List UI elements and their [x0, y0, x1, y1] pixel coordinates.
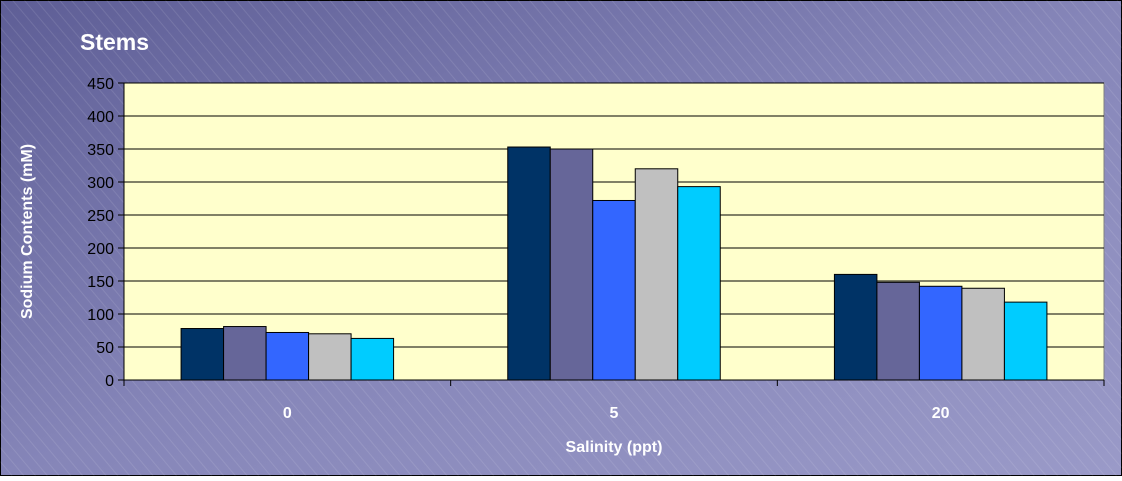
bar-20-series-4 — [961, 287, 1005, 381]
bars — [180, 146, 1048, 381]
bar-0-series-5 — [350, 337, 395, 381]
bar-0-series-3 — [265, 331, 310, 381]
bar-5-series-5 — [677, 186, 721, 381]
bar-5-series-4 — [634, 168, 679, 381]
bar-0-series-2 — [223, 326, 267, 381]
y-tick-label-6: 300 — [87, 175, 114, 192]
y-tick-label-0: 0 — [105, 373, 114, 390]
x-tick-label-2: 20 — [932, 405, 950, 422]
bar-5-series-1 — [507, 146, 551, 381]
y-tick-label-1: 50 — [96, 340, 114, 357]
x-tick-label-0: 0 — [283, 405, 292, 422]
bar-0-series-1 — [180, 328, 225, 381]
bar-5-series-2 — [549, 148, 594, 381]
bar-20-series-1 — [833, 273, 878, 381]
bar-0-series-4 — [308, 333, 352, 381]
bar-20-series-5 — [1003, 301, 1048, 381]
y-tick-label-9: 450 — [87, 76, 114, 93]
y-tick-label-7: 350 — [87, 142, 114, 159]
y-tick-labels: 0 50 100 150 200 250 300 350 400 450 — [87, 76, 114, 390]
x-axis-label: Salinity (ppt) — [566, 439, 663, 456]
x-tick-labels: 0 5 20 — [283, 405, 950, 422]
y-tick-label-4: 200 — [87, 241, 114, 258]
y-tick-label-5: 250 — [87, 208, 114, 225]
chart-title: Stems — [80, 29, 149, 55]
y-tick-label-2: 100 — [87, 307, 114, 324]
x-tick-label-1: 5 — [610, 405, 619, 422]
y-tick-label-8: 400 — [87, 109, 114, 126]
bar-20-series-3 — [918, 285, 963, 381]
axes — [118, 82, 1105, 386]
y-tick-label-3: 150 — [87, 274, 114, 291]
bar-20-series-2 — [876, 281, 920, 381]
y-axis-label: Sodium Contents (mM) — [19, 144, 36, 319]
bar-5-series-3 — [592, 199, 636, 381]
